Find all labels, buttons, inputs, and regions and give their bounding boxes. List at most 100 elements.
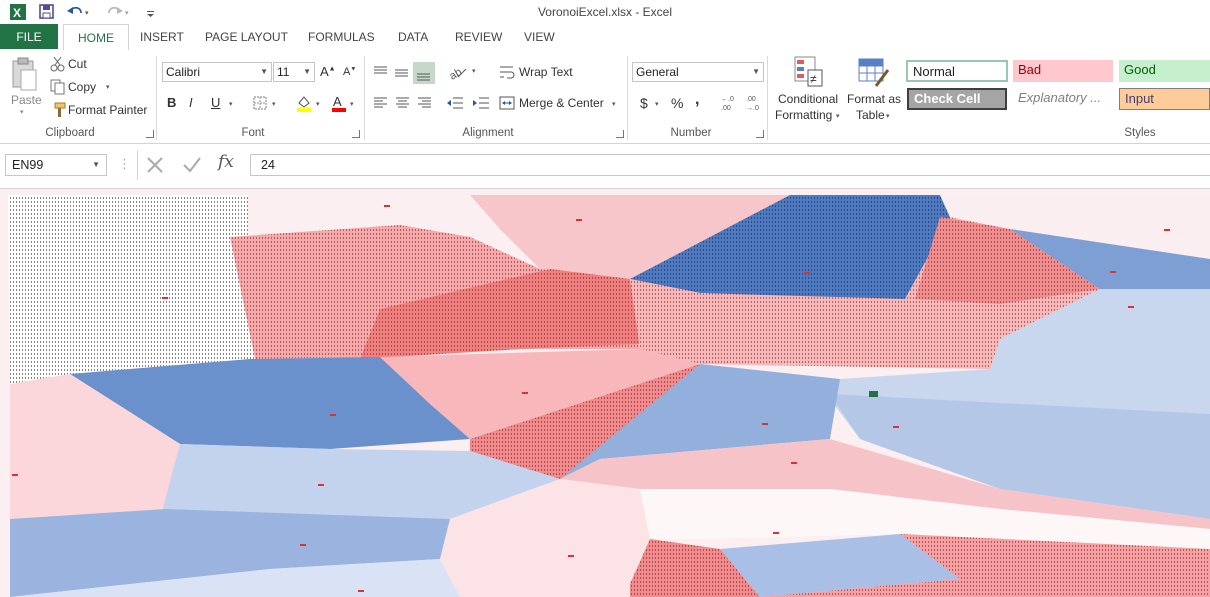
styles-group-label: Styles [1124,127,1156,139]
group-divider [364,56,365,140]
name-box-value: EN99 [12,158,44,172]
save-icon[interactable] [38,3,56,21]
merge-center-icon[interactable] [499,95,515,111]
font-name-value: Calibri [166,65,201,79]
percent-button[interactable]: % [671,95,684,111]
decrease-decimal-icon[interactable]: .00 →.0 [745,93,765,113]
font-size-value: 11 [277,65,290,79]
fill-color-dropdown-icon[interactable]: ▾ [316,101,320,108]
copy-button[interactable]: Copy [68,80,97,94]
italic-button[interactable]: I [189,95,193,110]
tab-home[interactable]: HOME [63,24,129,51]
font-launcher-icon[interactable] [352,130,360,138]
number-launcher-icon[interactable] [756,130,764,138]
orientation-icon[interactable]: ab [447,63,470,83]
tab-page-layout[interactable]: PAGE LAYOUT [205,30,288,44]
tab-formulas[interactable]: FORMULAS [308,30,375,44]
svg-text:ab: ab [448,66,464,81]
paste-dropdown-icon[interactable]: ▾ [20,109,24,116]
conditional-formatting-button[interactable]: Conditional [778,92,839,106]
style-input[interactable]: Input [1119,88,1210,110]
name-box[interactable]: EN99 ▼ [5,154,107,176]
title-bar: X ▾ ▾ VoronoiExcel.xlsx - Excel [0,0,1210,24]
increase-font-icon[interactable]: A▲ [320,64,336,79]
cancel-icon[interactable] [146,156,164,174]
ribbon: Paste ▾ Cut Copy ▾ Format Painter Clipbo… [0,50,1210,144]
currency-dropdown-icon[interactable]: ▾ [655,101,659,108]
redo-icon[interactable]: ▾ [106,3,129,21]
wrap-text-button[interactable]: Wrap Text [519,65,573,79]
tab-file[interactable]: FILE [0,24,58,49]
currency-button[interactable]: $ [640,95,648,111]
svg-text:→.0: →.0 [746,105,759,112]
merge-dropdown-icon[interactable]: ▾ [612,101,616,108]
paste-icon[interactable] [8,56,42,100]
cut-button[interactable]: Cut [68,57,87,71]
copy-dropdown-icon[interactable]: ▾ [106,84,110,91]
svg-text:A: A [333,94,342,109]
chevron-down-icon: ▼ [303,67,311,76]
paste-button[interactable]: Paste [11,93,42,107]
font-name-select[interactable]: Calibri ▼ [162,62,272,82]
wrap-text-icon[interactable] [499,64,515,80]
font-color-icon[interactable]: A [330,94,348,112]
style-bad[interactable]: Bad [1013,60,1113,82]
underline-dropdown-icon[interactable]: ▾ [229,101,233,108]
alignment-launcher-icon[interactable] [616,130,624,138]
tab-data[interactable]: DATA [398,30,429,44]
tab-view[interactable]: VIEW [524,30,555,44]
decrease-font-icon[interactable]: A▼ [343,66,357,78]
conditional-formatting-icon[interactable]: ≠ [794,56,824,88]
format-painter-button[interactable]: Format Painter [68,103,148,117]
borders-dropdown-icon[interactable]: ▾ [272,101,276,108]
bold-button[interactable]: B [167,95,177,110]
formula-buttons [137,150,250,180]
increase-decimal-icon[interactable]: ←.0.00 [720,93,740,113]
font-size-select[interactable]: 11 ▼ [273,62,315,82]
chevron-down-icon: ▼ [92,160,100,169]
tab-insert[interactable]: INSERT [140,30,184,44]
tab-review[interactable]: REVIEW [455,30,503,44]
insert-function-icon[interactable]: fx [218,152,234,172]
excel-logo-icon[interactable]: X [9,3,27,21]
format-as-table-label[interactable]: Table [856,108,885,122]
voronoi-pattern [0,189,1210,597]
comma-button[interactable]: , [695,91,700,108]
spreadsheet-grid[interactable] [0,188,1210,597]
format-painter-icon[interactable] [50,102,66,118]
borders-icon[interactable] [252,95,268,111]
number-format-select[interactable]: General ▼ [632,62,764,82]
format-table-dropdown-icon[interactable]: ▾ [886,113,890,120]
svg-text:←.0: ←.0 [721,96,734,103]
customize-icon[interactable] [145,3,163,21]
window-title: VoronoiExcel.xlsx - Excel [537,5,673,19]
style-explanatory[interactable]: Explanatory ... [1013,88,1113,110]
copy-icon[interactable] [50,79,66,95]
font-color-dropdown-icon[interactable]: ▾ [350,101,354,108]
cut-icon[interactable] [50,56,66,72]
format-as-table-icon[interactable] [858,58,890,88]
conditional-formatting-label[interactable]: Formatting [775,108,833,122]
enter-check-icon[interactable] [182,156,202,174]
clipboard-launcher-icon[interactable] [146,130,154,138]
underline-button[interactable]: U [211,95,221,110]
svg-text:.00: .00 [721,105,731,112]
style-normal[interactable]: Normal [906,60,1008,82]
fill-color-icon[interactable] [295,94,313,112]
vertical-align-icons [370,62,436,84]
undo-icon[interactable]: ▾ [66,3,89,21]
group-divider [627,56,628,140]
format-as-table-button[interactable]: Format as [847,92,902,106]
formula-input[interactable]: 24 [250,154,1210,176]
style-check-cell[interactable]: Check Cell [907,88,1007,110]
orientation-dropdown-icon[interactable]: ▾ [472,68,476,75]
number-format-value: General [636,65,679,79]
clipboard-group-label: Clipboard [45,127,95,139]
style-good[interactable]: Good [1119,60,1210,82]
number-group-label: Number [670,127,712,139]
merge-center-button[interactable]: Merge & Center [519,96,604,110]
conditional-dropdown-icon[interactable]: ▾ [836,113,840,120]
svg-text:▾: ▾ [125,10,129,17]
svg-text:≠: ≠ [810,72,817,86]
ribbon-tabs: FILE HOME INSERT PAGE LAYOUT FORMULAS DA… [0,24,1210,51]
